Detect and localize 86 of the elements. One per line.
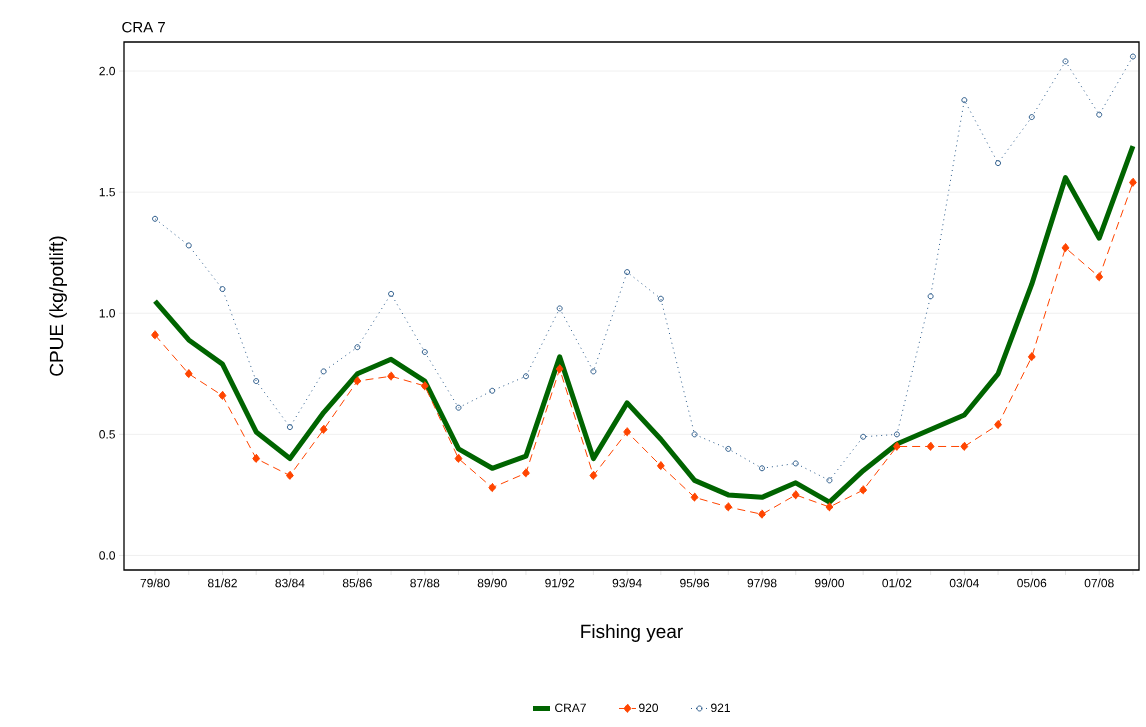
point bbox=[522, 468, 530, 479]
x-tick-label: 83/84 bbox=[275, 578, 305, 588]
point bbox=[319, 424, 328, 435]
point bbox=[859, 485, 868, 496]
legend-label: 920 bbox=[639, 703, 659, 713]
point bbox=[1028, 114, 1035, 121]
point bbox=[961, 97, 968, 104]
point bbox=[825, 502, 834, 513]
x-tick-label: 89/90 bbox=[477, 578, 507, 588]
point bbox=[184, 368, 193, 379]
point bbox=[387, 371, 395, 382]
point bbox=[218, 390, 227, 401]
point bbox=[1129, 53, 1136, 60]
x-tick-label: 91/92 bbox=[545, 578, 575, 588]
point bbox=[927, 293, 934, 300]
point bbox=[556, 305, 563, 312]
point bbox=[893, 441, 901, 452]
point bbox=[455, 404, 462, 411]
point bbox=[926, 441, 935, 452]
x-tick-label: 87/88 bbox=[410, 578, 440, 588]
point bbox=[522, 373, 529, 380]
y-tick-label: 0.0 bbox=[99, 551, 116, 560]
point bbox=[420, 380, 429, 391]
point bbox=[1095, 271, 1104, 282]
legend-label: 921 bbox=[711, 703, 730, 713]
point bbox=[219, 286, 226, 293]
x-tick-label: 79/80 bbox=[140, 578, 170, 588]
x-tick-label: 81/82 bbox=[207, 578, 237, 588]
point bbox=[151, 330, 159, 341]
x-tick-label: 85/86 bbox=[342, 578, 372, 588]
point bbox=[488, 482, 497, 493]
x-tick-label: 05/06 bbox=[1017, 578, 1047, 588]
point bbox=[1061, 242, 1070, 253]
point bbox=[860, 433, 867, 440]
y-axis-title: CPUE (kg/potlift) bbox=[49, 236, 67, 376]
point bbox=[489, 387, 496, 394]
point bbox=[995, 160, 1002, 167]
point bbox=[691, 431, 698, 438]
point bbox=[994, 419, 1002, 430]
point bbox=[353, 376, 362, 387]
point bbox=[286, 424, 293, 431]
x-tick-label: 97/98 bbox=[747, 578, 777, 588]
point bbox=[1062, 58, 1069, 65]
legend-label: CRA7 bbox=[555, 703, 586, 713]
point bbox=[893, 431, 900, 438]
y-tick-label: 0.5 bbox=[99, 430, 115, 439]
point bbox=[354, 344, 361, 351]
point bbox=[623, 426, 631, 437]
y-tick-label: 1.0 bbox=[99, 309, 116, 318]
x-tick-label: 95/96 bbox=[680, 578, 710, 588]
x-tick-label: 03/04 bbox=[949, 578, 979, 588]
y-tick-label: 1.5 bbox=[99, 187, 115, 197]
point bbox=[826, 477, 833, 484]
point bbox=[320, 368, 327, 375]
y-tick-label: 2.0 bbox=[99, 66, 116, 76]
point bbox=[253, 378, 260, 385]
point bbox=[960, 441, 969, 452]
chart-title: CRA 7 bbox=[122, 21, 165, 33]
point bbox=[657, 295, 664, 302]
x-tick-label: 07/08 bbox=[1084, 578, 1114, 588]
point bbox=[589, 470, 598, 481]
point bbox=[1027, 351, 1036, 362]
point bbox=[388, 290, 395, 297]
point bbox=[656, 460, 665, 471]
point bbox=[286, 470, 294, 481]
point bbox=[758, 509, 766, 520]
x-tick-label: 01/02 bbox=[882, 578, 912, 588]
point bbox=[725, 445, 732, 452]
point bbox=[690, 492, 699, 503]
point bbox=[152, 215, 159, 222]
point bbox=[185, 242, 192, 249]
x-tick-label: 99/00 bbox=[814, 578, 844, 588]
point bbox=[1096, 111, 1103, 118]
x-axis-title: Fishing year bbox=[581, 624, 683, 642]
point bbox=[759, 465, 765, 472]
point bbox=[792, 460, 799, 467]
point bbox=[724, 502, 733, 513]
point bbox=[421, 349, 428, 356]
point bbox=[791, 489, 800, 500]
x-tick-label: 93/94 bbox=[612, 578, 642, 588]
point bbox=[624, 269, 631, 276]
point bbox=[454, 453, 463, 464]
point bbox=[1129, 177, 1137, 188]
point bbox=[590, 368, 597, 375]
point bbox=[252, 453, 261, 464]
point bbox=[555, 363, 564, 374]
